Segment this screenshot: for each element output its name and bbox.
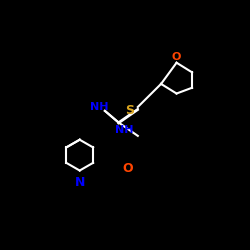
Text: NH: NH (115, 125, 134, 135)
Text: O: O (123, 162, 134, 175)
Text: N: N (74, 176, 85, 188)
Text: O: O (172, 52, 181, 62)
Text: NH: NH (90, 102, 108, 112)
Text: S: S (126, 104, 134, 117)
